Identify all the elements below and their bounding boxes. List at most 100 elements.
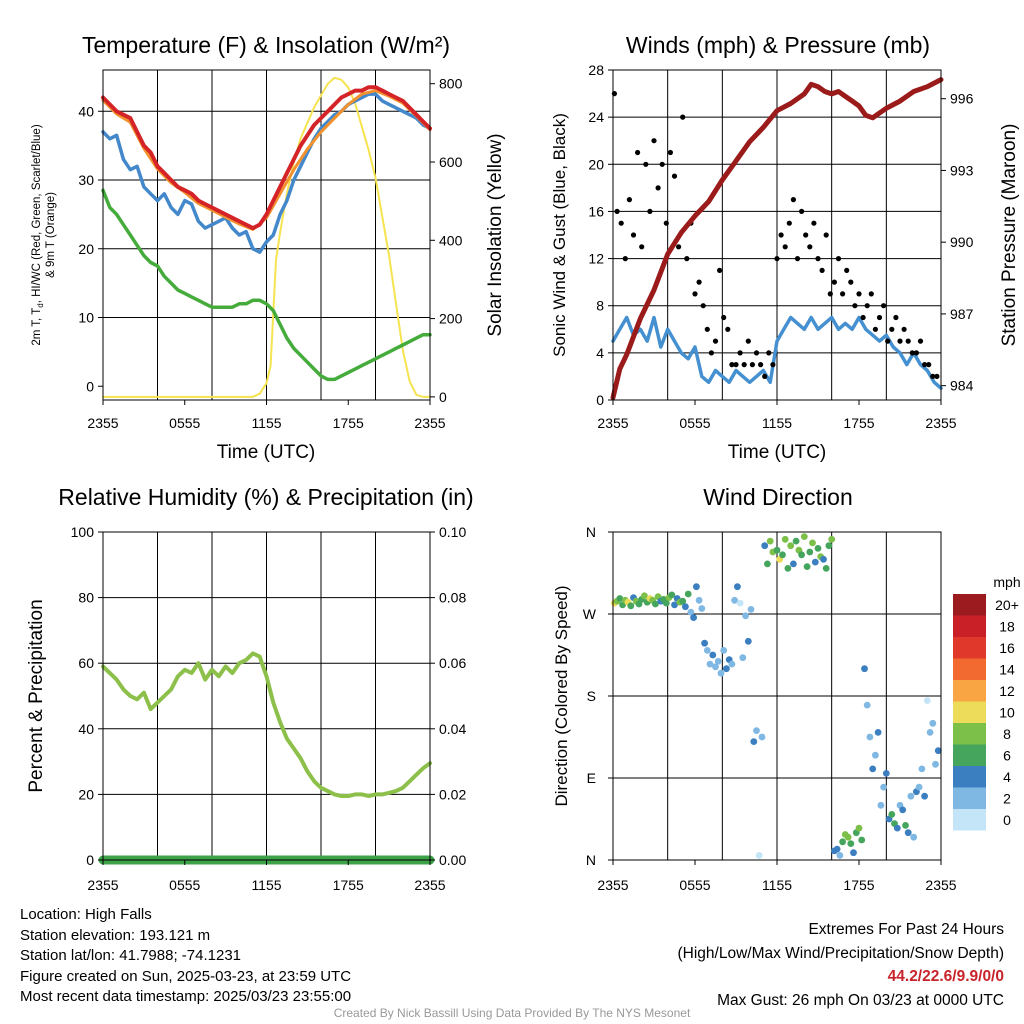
wind-direction-points bbox=[611, 533, 942, 859]
gust-point bbox=[692, 291, 698, 297]
y-tick-label: 200 bbox=[439, 311, 463, 327]
wind-direction-point bbox=[869, 765, 877, 773]
gust-point bbox=[700, 303, 706, 309]
wind-direction-point bbox=[863, 701, 871, 709]
wind-direction-point bbox=[717, 669, 725, 677]
colorbar-label: 12 bbox=[999, 683, 1015, 699]
wind-direction-point bbox=[773, 546, 781, 554]
winds-panel: Winds (mph) & Pressure (mb) 2355 0555 1155… bbox=[550, 32, 1020, 463]
wind-direction-point bbox=[723, 665, 730, 673]
temperature-ylabel-line2: & 9m T (Orange) bbox=[45, 192, 57, 278]
gust-point bbox=[749, 362, 756, 368]
y-tick-label: 8 bbox=[596, 298, 604, 314]
colorbar-label: 18 bbox=[999, 618, 1015, 634]
gust-point bbox=[647, 208, 653, 214]
station-latlon: Station lat/lon: 41.7988; -74.1231 bbox=[20, 947, 242, 964]
gust-point bbox=[934, 373, 940, 379]
wind-direction-point bbox=[806, 548, 814, 556]
wind-direction-point bbox=[899, 806, 907, 814]
gust-point bbox=[704, 326, 710, 332]
gust-point bbox=[782, 244, 788, 250]
colorbar-swatch bbox=[953, 744, 986, 766]
gust-point bbox=[905, 338, 911, 344]
x-tick-label: 1155 bbox=[251, 877, 281, 893]
x-tick-label: 2355 bbox=[925, 877, 956, 893]
wind-direction-point bbox=[755, 852, 763, 859]
gust-point bbox=[758, 362, 764, 368]
wind-direction-point bbox=[934, 747, 942, 755]
y-tick-label: 600 bbox=[439, 154, 463, 170]
y-tick-label: 0.02 bbox=[439, 786, 466, 802]
y-tick-label: 0 bbox=[596, 392, 604, 408]
colorbar-swatch bbox=[953, 809, 986, 831]
wind-direction-point bbox=[800, 533, 808, 540]
gust-point bbox=[741, 362, 747, 368]
x-tick-label: 1755 bbox=[333, 877, 364, 893]
wind-direction-point bbox=[701, 639, 708, 647]
wind-direction-point bbox=[742, 612, 749, 620]
y-tick-label: 40 bbox=[78, 103, 94, 119]
y-tick-label: 990 bbox=[950, 234, 974, 250]
colorbar-label: 10 bbox=[999, 704, 1015, 720]
y-tick-label: 20 bbox=[78, 241, 94, 257]
x-tick-label: 1155 bbox=[251, 415, 281, 431]
wind-direction-point bbox=[877, 801, 885, 809]
gust-point bbox=[799, 208, 805, 214]
wind-direction-point bbox=[720, 647, 728, 654]
gust-point bbox=[823, 232, 829, 238]
wind-direction-point bbox=[779, 551, 786, 559]
colorbar-swatch bbox=[953, 658, 986, 680]
wind-direction-point bbox=[915, 783, 923, 791]
wind-direction-point bbox=[712, 663, 719, 671]
x-tick-label: 0555 bbox=[169, 415, 200, 431]
wind-direction-point bbox=[809, 539, 816, 547]
gust-point bbox=[790, 197, 797, 203]
gust-point bbox=[712, 338, 719, 344]
gust-point bbox=[872, 326, 879, 332]
gust-point bbox=[811, 220, 817, 226]
temperature-title: Temperature (F) & Insolation (W/m²) bbox=[82, 32, 450, 58]
y-tick-label: 80 bbox=[78, 590, 94, 606]
gust-point bbox=[901, 326, 907, 332]
wind-direction-point bbox=[918, 765, 926, 773]
series-station-pressure bbox=[610, 77, 944, 401]
wind-direction-point bbox=[766, 537, 774, 545]
gust-point bbox=[868, 291, 874, 297]
gust-point bbox=[889, 326, 895, 332]
gust-point bbox=[786, 220, 792, 226]
wind-direction-point bbox=[923, 697, 931, 704]
colorbar-swatch bbox=[953, 680, 986, 702]
y-tick-label: S bbox=[587, 688, 596, 704]
series-2m-t bbox=[101, 85, 432, 231]
colorbar-title: mph bbox=[993, 574, 1020, 590]
wind-direction-point bbox=[839, 838, 846, 846]
x-tick-label: 1755 bbox=[843, 877, 874, 893]
gust-point bbox=[762, 373, 768, 379]
wind-direction-point bbox=[833, 845, 841, 853]
extremes-values: 44.2/22.6/9.9/0/0 bbox=[887, 968, 1004, 985]
y-tick-label: 16 bbox=[588, 203, 604, 219]
x-tick-label: 2355 bbox=[87, 415, 118, 431]
y-tick-label: W bbox=[583, 606, 597, 622]
y-tick-label: 0.06 bbox=[439, 655, 466, 671]
wind-direction-point bbox=[714, 658, 722, 665]
y-tick-label: 0 bbox=[86, 378, 94, 394]
credit-line: Created By Nick Bassill Using Data Provi… bbox=[333, 1006, 691, 1020]
gust-point bbox=[684, 256, 690, 262]
colorbar-label: 0 bbox=[1003, 812, 1011, 828]
series-solar-insolation bbox=[102, 76, 431, 398]
gust-point bbox=[643, 161, 649, 167]
winds-series bbox=[610, 77, 944, 401]
wind-direction-point bbox=[803, 563, 811, 570]
wind-direction-point bbox=[671, 601, 678, 609]
wind-direction-point bbox=[820, 555, 827, 563]
y-tick-label: 400 bbox=[439, 232, 463, 248]
gust-point bbox=[626, 197, 633, 203]
wind-direction-point bbox=[679, 597, 687, 605]
temperature-xlabel: Time (UTC) bbox=[217, 442, 316, 463]
humidity-ylabel-left: Percent & Precipitation bbox=[26, 599, 47, 792]
series-td bbox=[101, 188, 432, 382]
gust-point bbox=[618, 220, 624, 226]
wind-direction-ylabel: Direction (Colored By Speed) bbox=[552, 585, 571, 806]
wind-direction-point bbox=[844, 833, 852, 841]
